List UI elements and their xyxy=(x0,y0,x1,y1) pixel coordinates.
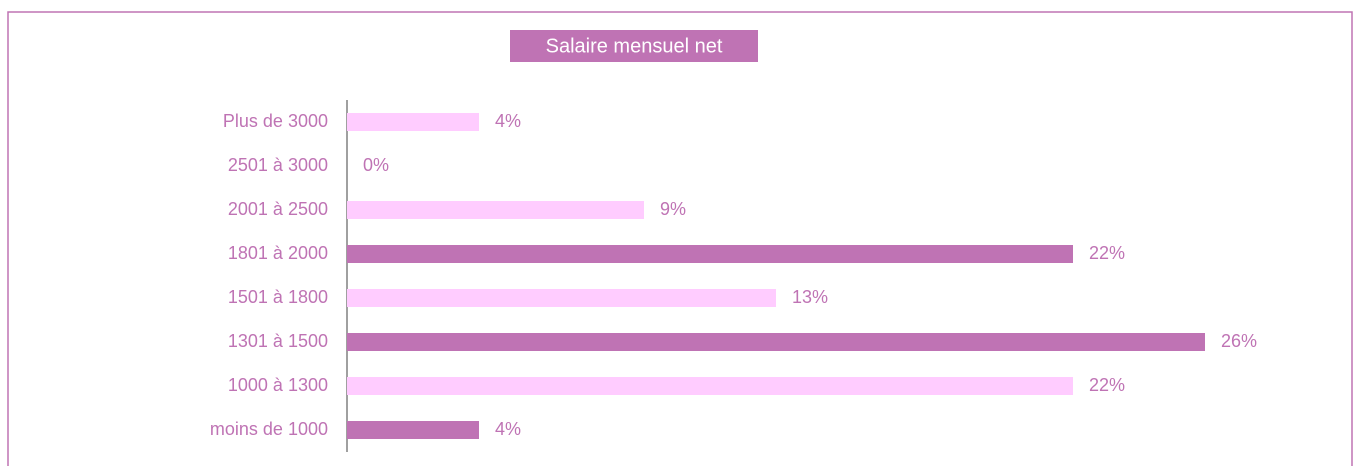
category-label: 1000 à 1300 xyxy=(228,375,328,395)
category-label: 2001 à 2500 xyxy=(228,199,328,219)
value-label: 9% xyxy=(660,199,686,219)
chart-title: Salaire mensuel net xyxy=(546,35,723,57)
value-label: 0% xyxy=(363,155,389,175)
bar xyxy=(347,201,644,219)
bar xyxy=(347,421,479,439)
bar xyxy=(347,245,1073,263)
bar xyxy=(347,377,1073,395)
bar xyxy=(347,113,479,131)
value-label: 4% xyxy=(495,111,521,131)
bar xyxy=(347,289,776,307)
title-box xyxy=(510,30,758,62)
category-label: Plus de 3000 xyxy=(223,111,328,131)
category-label: 1501 à 1800 xyxy=(228,287,328,307)
category-label: 1301 à 1500 xyxy=(228,331,328,351)
value-label: 22% xyxy=(1089,243,1125,263)
value-label: 4% xyxy=(495,419,521,439)
category-label: 2501 à 3000 xyxy=(228,155,328,175)
category-label: moins de 1000 xyxy=(210,419,328,439)
value-label: 22% xyxy=(1089,375,1125,395)
bar xyxy=(347,333,1205,351)
frame xyxy=(7,11,1353,466)
value-label: 13% xyxy=(792,287,828,307)
category-label: 1801 à 2000 xyxy=(228,243,328,263)
value-label: 26% xyxy=(1221,331,1257,351)
